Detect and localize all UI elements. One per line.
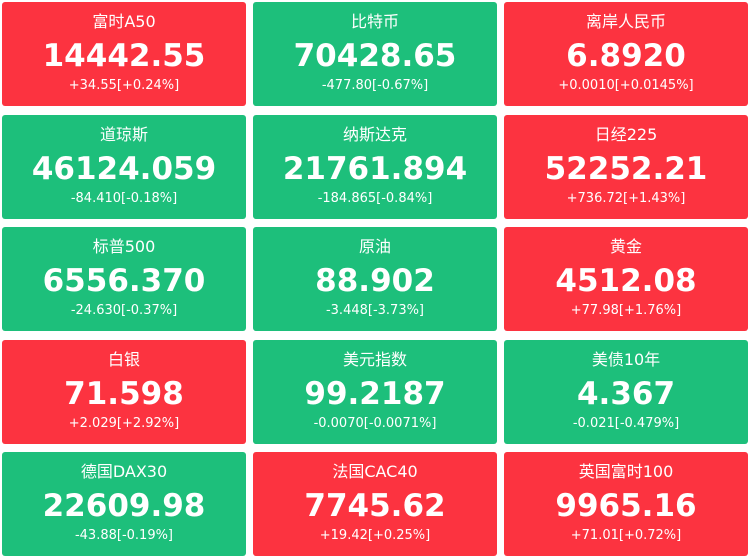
tile-name: 比特币 <box>350 12 399 31</box>
market-tile[interactable]: 纳斯达克 21761.894 -184.865[-0.84%] <box>253 114 497 219</box>
tile-price: 6556.370 <box>42 263 206 299</box>
tile-change: -477.80[-0.67%] <box>321 78 429 93</box>
tile-change: +77.98[+1.76%] <box>570 303 682 318</box>
tile-change: +736.72[+1.43%] <box>566 190 686 206</box>
market-tile[interactable]: 日经225 52252.21 +736.72[+1.43%] <box>504 114 748 219</box>
tile-price: 14442.55 <box>42 38 206 74</box>
tile-price: 70428.65 <box>293 38 457 74</box>
tile-price: 4.367 <box>576 375 676 412</box>
tile-change: +2.029[+2.92%] <box>68 415 180 431</box>
tile-price: 7745.62 <box>304 488 446 524</box>
market-tile[interactable]: 法国CAC40 7745.62 +19.42[+0.25%] <box>253 452 497 556</box>
tile-price: 22609.98 <box>42 488 206 524</box>
tile-price: 4512.08 <box>555 263 697 299</box>
tile-change: -3.448[-3.73%] <box>325 303 425 318</box>
tile-price: 21761.894 <box>282 150 468 187</box>
tile-change: -184.865[-0.84%] <box>317 190 433 206</box>
tile-name: 黄金 <box>609 237 642 256</box>
market-tile[interactable]: 原油 88.902 -3.448[-3.73%] <box>253 227 497 331</box>
tile-name: 原油 <box>358 237 391 256</box>
market-tile[interactable]: 英国富时100 9965.16 +71.01[+0.72%] <box>504 452 748 556</box>
tile-price: 9965.16 <box>555 488 697 524</box>
tile-name: 法国CAC40 <box>332 462 418 481</box>
market-tile[interactable]: 标普500 6556.370 -24.630[-0.37%] <box>2 227 246 331</box>
tile-price: 71.598 <box>64 375 184 412</box>
tile-price: 6.8920 <box>566 38 686 74</box>
tile-name: 标普500 <box>92 237 156 256</box>
tile-change: -24.630[-0.37%] <box>70 303 178 318</box>
tile-change: -84.410[-0.18%] <box>70 190 178 206</box>
market-tile[interactable]: 黄金 4512.08 +77.98[+1.76%] <box>504 227 748 331</box>
market-tile[interactable]: 美债10年 4.367 -0.021[-0.479%] <box>504 339 748 444</box>
tile-change: -43.88[-0.19%] <box>74 528 174 543</box>
market-tile[interactable]: 德国DAX30 22609.98 -43.88[-0.19%] <box>2 452 246 556</box>
tile-change: -0.0070[-0.0071%] <box>313 415 437 431</box>
tile-name: 道琼斯 <box>99 124 148 144</box>
tile-name: 德国DAX30 <box>80 462 168 481</box>
tile-name: 日经225 <box>594 124 658 144</box>
tile-price: 88.902 <box>315 263 435 299</box>
tile-name: 美元指数 <box>342 349 407 369</box>
tile-name: 美债10年 <box>591 349 661 369</box>
market-tile[interactable]: 道琼斯 46124.059 -84.410[-0.18%] <box>2 114 246 219</box>
tile-name: 英国富时100 <box>578 462 674 481</box>
market-tile[interactable]: 白银 71.598 +2.029[+2.92%] <box>2 339 246 444</box>
tile-price: 46124.059 <box>31 150 217 187</box>
tile-name: 纳斯达克 <box>342 124 407 144</box>
market-tile[interactable]: 离岸人民币 6.8920 +0.0010[+0.0145%] <box>504 2 748 106</box>
tile-change: -0.021[-0.479%] <box>572 415 680 431</box>
market-tile[interactable]: 美元指数 99.2187 -0.0070[-0.0071%] <box>253 339 497 444</box>
market-tile[interactable]: 比特币 70428.65 -477.80[-0.67%] <box>253 2 497 106</box>
market-tile[interactable]: 富时A50 14442.55 +34.55[+0.24%] <box>2 2 246 106</box>
tile-change: +0.0010[+0.0145%] <box>558 78 694 93</box>
tile-change: +34.55[+0.24%] <box>68 78 180 93</box>
tile-change: +19.42[+0.25%] <box>319 528 431 543</box>
tile-name: 白银 <box>107 349 140 369</box>
tile-price: 52252.21 <box>544 150 708 187</box>
tile-name: 富时A50 <box>92 12 156 31</box>
tile-change: +71.01[+0.72%] <box>570 528 682 543</box>
tile-price: 99.2187 <box>304 375 446 412</box>
tile-name: 离岸人民币 <box>585 12 666 31</box>
